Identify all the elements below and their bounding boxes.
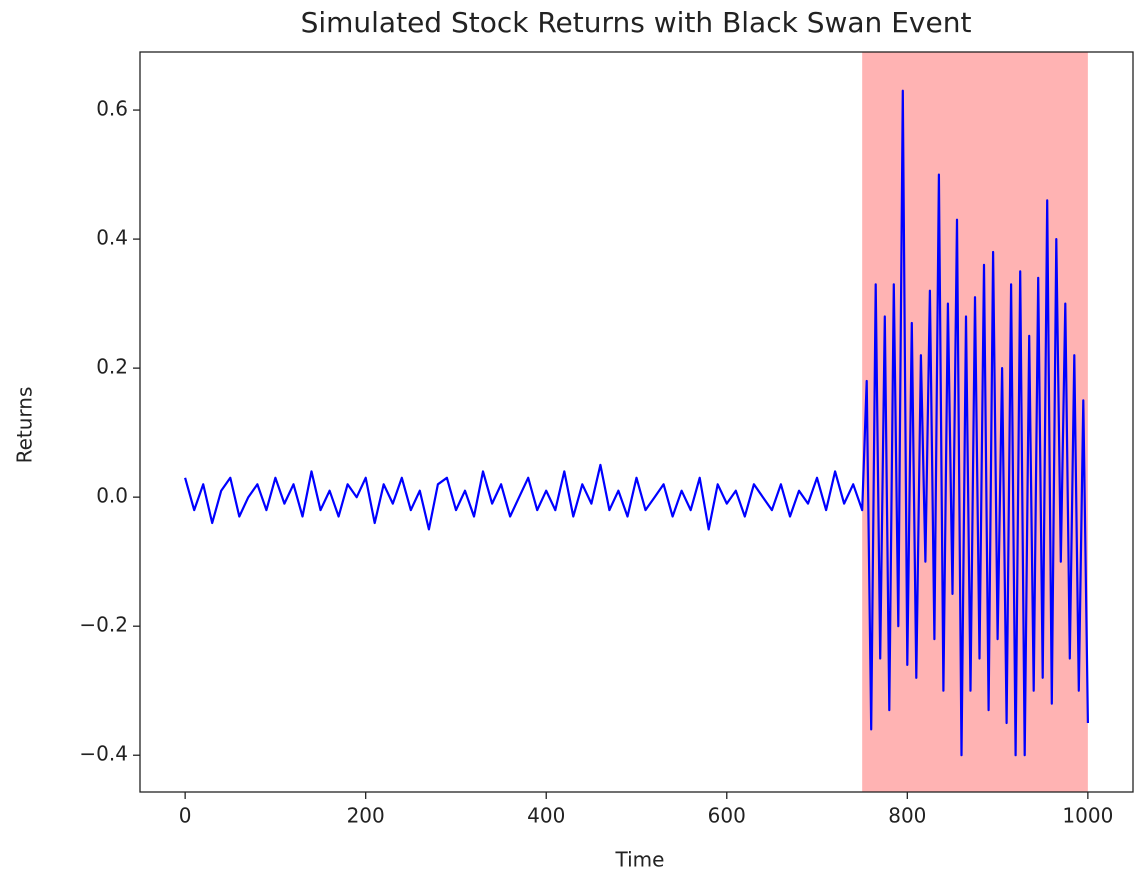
x-axis-label: Time	[615, 848, 665, 872]
y-tick-label: −0.2	[79, 613, 128, 637]
chart-title: Simulated Stock Returns with Black Swan …	[301, 6, 972, 39]
x-tick-label: 1000	[1062, 804, 1113, 828]
x-tick-label: 600	[708, 804, 746, 828]
y-tick-label: 0.2	[96, 355, 128, 379]
x-tick-label: 800	[888, 804, 926, 828]
plot-frame	[139, 51, 1134, 793]
x-tick-label: 200	[347, 804, 385, 828]
x-tick-label: 400	[527, 804, 565, 828]
x-tick-label: 0	[179, 804, 192, 828]
y-tick-label: 0.0	[96, 484, 128, 508]
data-line	[184, 89, 1089, 757]
y-tick-label: 0.6	[96, 97, 128, 121]
y-axis-label: Returns	[13, 387, 37, 464]
y-tick-label: −0.4	[79, 742, 128, 766]
y-tick-label: 0.4	[96, 226, 128, 250]
